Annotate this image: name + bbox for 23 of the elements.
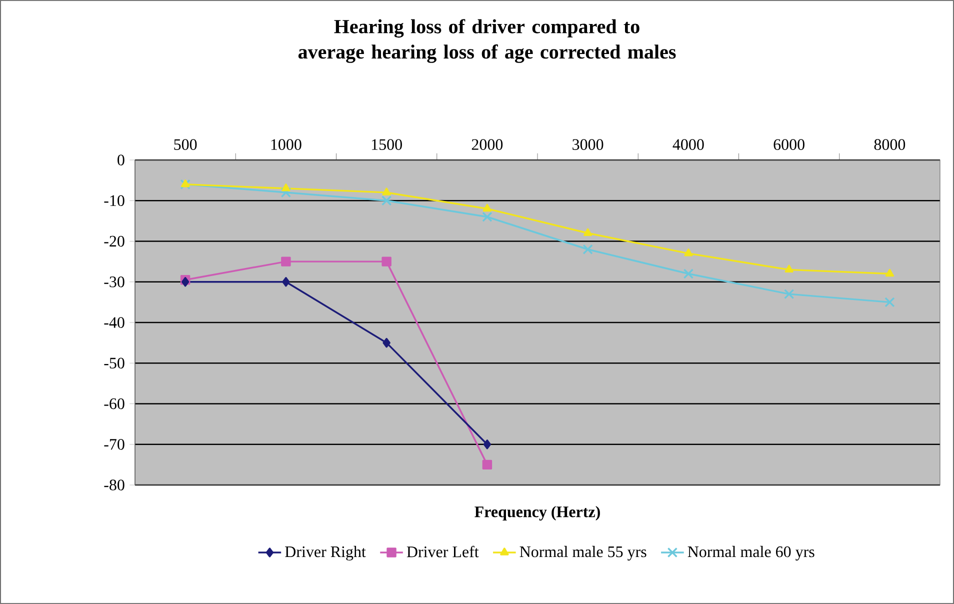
x-tick-label: 6000: [774, 139, 804, 150]
y-tick-label: -20: [104, 236, 124, 247]
x-tick-label: 2000: [472, 139, 503, 150]
x-tick-label: 3000: [572, 139, 604, 150]
legend-label: Driver Right: [285, 546, 366, 560]
y-tick-label: -10: [104, 195, 124, 206]
y-tick-label: -30: [104, 276, 124, 288]
legend-label: Normal male 55 yrs: [520, 546, 646, 560]
legend-label: Driver Left: [406, 546, 479, 558]
legend-label: Normal male 60 yrs: [688, 546, 814, 560]
x-tick-label: 1000: [271, 139, 302, 150]
x-tick-label: 8000: [874, 139, 906, 150]
y-tick-label: -40: [104, 317, 124, 328]
chart-title: Hearing loss of driver compared to average hearing loss of age corrected males: [298, 19, 676, 63]
x-tick-label: 1500: [372, 139, 402, 150]
x-axis-title: Frequency (Hertz): [474, 506, 600, 521]
x-tick-label: 4000: [672, 139, 704, 150]
y-tick-label: -80: [104, 480, 124, 490]
y-tick-label: -60: [104, 398, 124, 410]
y-tick-label: 0: [118, 154, 124, 166]
x-tick-label: 500: [174, 139, 197, 150]
y-tick-label: -50: [104, 358, 124, 369]
y-tick-label: -70: [104, 438, 124, 450]
